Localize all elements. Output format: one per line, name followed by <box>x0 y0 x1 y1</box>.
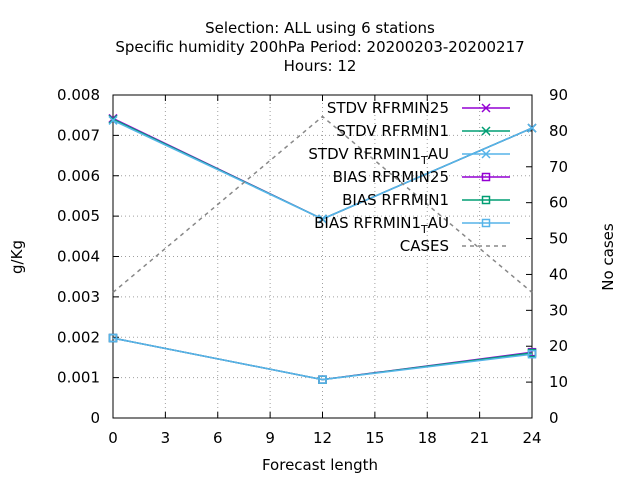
legend-item: BIAS RFRMIN25 <box>333 168 510 186</box>
y2-tick-label: 80 <box>549 122 568 140</box>
legend-item: CASES <box>400 237 510 255</box>
legend-label: STDV RFRMIN1 <box>336 122 449 140</box>
y-tick-label: 0.008 <box>57 86 100 104</box>
y-tick-label: 0.006 <box>57 167 100 185</box>
y2-tick-label: 30 <box>549 301 568 319</box>
y2-tick-label: 0 <box>549 409 559 427</box>
y2-tick-label: 10 <box>549 373 568 391</box>
x-axis-label: Forecast length <box>262 456 378 474</box>
grid <box>113 95 532 418</box>
legend-item: STDV RFRMIN1TAU <box>308 145 510 167</box>
y-axis-label: g/Kg <box>8 240 26 274</box>
y2-tick-label: 90 <box>549 86 568 104</box>
series-5 <box>108 333 537 384</box>
data-point <box>481 172 491 182</box>
y-tick-label: 0.005 <box>57 207 100 225</box>
y2-axis-label: No cases <box>599 223 617 291</box>
data-point <box>318 375 327 384</box>
y-tick-label: 0.007 <box>57 126 100 144</box>
chart-title-line-3: Hours: 12 <box>284 57 357 75</box>
y-tick-label: 0 <box>90 409 100 427</box>
data-point <box>527 123 537 133</box>
y-tick-label: 0.002 <box>57 328 100 346</box>
x-tick-label: 6 <box>213 429 223 447</box>
legend-item: BIAS RFRMIN1TAU <box>314 214 510 236</box>
data-point <box>481 218 491 228</box>
series-layer <box>108 113 537 384</box>
y-tick-label: 0.001 <box>57 369 100 387</box>
data-point <box>108 115 118 125</box>
data-point <box>481 103 491 113</box>
data-point <box>527 349 537 359</box>
y-tick-label: 0.003 <box>57 288 100 306</box>
legend-item: STDV RFRMIN1 <box>336 122 510 140</box>
series-line <box>112 118 533 220</box>
ticks: 0 3 6 9 12 15 18 21 24 0 0.001 0.002 0.003 0.004 0.005… <box>57 86 568 447</box>
legend-label: STDV RFRMIN1TAU <box>308 145 449 167</box>
series-6 <box>112 115 533 293</box>
x-tick-label: 12 <box>313 429 332 447</box>
y2-tick-label: 70 <box>549 158 568 176</box>
x-tick-label: 9 <box>265 429 275 447</box>
legend-label: CASES <box>400 237 449 255</box>
legend-label: BIAS RFRMIN1 <box>342 191 449 209</box>
data-point <box>481 126 491 136</box>
legend-label: BIAS RFRMIN25 <box>333 168 449 186</box>
y2-tick-label: 50 <box>549 230 568 248</box>
series-line <box>112 337 533 381</box>
y2-tick-label: 20 <box>549 337 568 355</box>
chart-title-line-2: Specific humidity 200hPa Period: 2020020… <box>115 38 524 56</box>
x-tick-label: 18 <box>418 429 437 447</box>
data-point <box>481 149 491 159</box>
x-tick-label: 15 <box>365 429 384 447</box>
data-point <box>317 214 328 224</box>
x-tick-label: 21 <box>470 429 489 447</box>
legend-item: STDV RFRMIN25 <box>327 99 510 117</box>
data-point <box>108 333 118 343</box>
legend-label: BIAS RFRMIN1TAU <box>314 214 449 236</box>
series-2 <box>108 115 537 224</box>
series-line <box>112 337 533 381</box>
series-line <box>112 337 533 381</box>
data-point <box>481 195 491 205</box>
legend-item: BIAS RFRMIN1 <box>342 191 510 209</box>
x-tick-label: 0 <box>108 429 118 447</box>
legend-label: STDV RFRMIN25 <box>327 99 449 117</box>
y2-tick-label: 40 <box>549 265 568 283</box>
legend: STDV RFRMIN25 STDV RFRMIN1 STDV RFRMIN1TAU… <box>308 99 510 255</box>
y2-tick-label: 60 <box>549 194 568 212</box>
chart-title-line-1: Selection: ALL using 6 stations <box>205 19 435 37</box>
series-line <box>112 115 533 293</box>
x-tick-label: 24 <box>522 429 541 447</box>
y-tick-label: 0.004 <box>57 248 100 266</box>
x-tick-label: 3 <box>161 429 171 447</box>
